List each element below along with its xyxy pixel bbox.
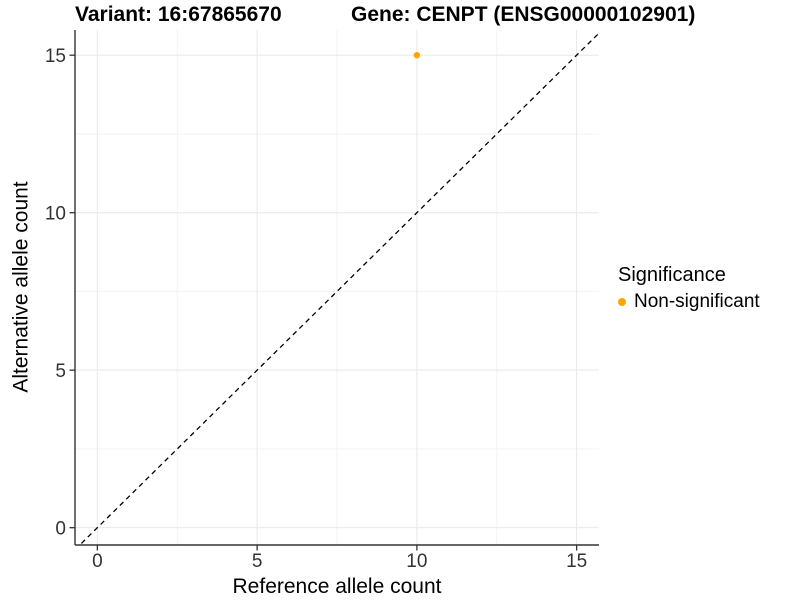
legend-items: Non-significant <box>618 292 760 311</box>
legend-point-icon <box>618 297 626 306</box>
y-tick-label: 5 <box>55 361 66 382</box>
x-tick-label: 10 <box>406 551 427 572</box>
legend-item: Non-significant <box>618 292 760 311</box>
y-axis-label: Alternative allele count <box>9 181 33 393</box>
x-tick-label: 15 <box>566 551 587 572</box>
data-point <box>413 51 421 59</box>
x-tick-label: 0 <box>92 551 103 572</box>
y-tick-label: 0 <box>55 519 66 540</box>
legend-title: Significance <box>618 264 726 286</box>
x-tick-label: 5 <box>252 551 263 572</box>
legend: Significance Non-significant <box>618 265 760 311</box>
identity-line <box>78 32 599 545</box>
legend-item-label: Non-significant <box>634 291 760 312</box>
y-tick-label: 15 <box>45 46 66 67</box>
x-axis-label: Reference allele count <box>232 575 442 598</box>
plot-title-gene: Gene: CENPT (ENSG00000102901) <box>351 3 696 26</box>
plot-title-variant: Variant: 16:67865670 <box>75 3 282 26</box>
y-tick-label: 10 <box>45 204 66 225</box>
